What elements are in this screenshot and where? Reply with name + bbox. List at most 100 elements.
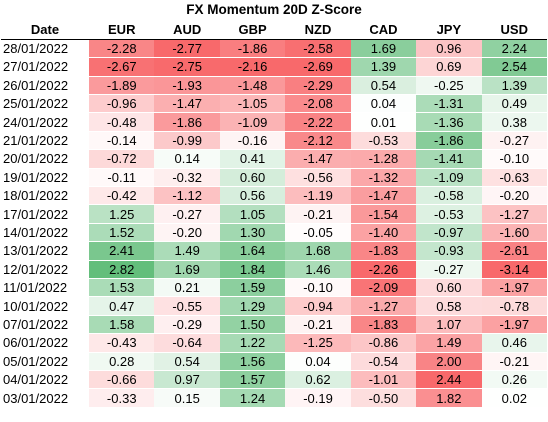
cell-eur: 1.52 <box>89 223 155 243</box>
cell-cad: -1.83 <box>350 315 417 335</box>
header-gbp: GBP <box>219 21 286 40</box>
row-date: 13/01/2022 <box>1 241 90 261</box>
cell-cad: -1.27 <box>350 296 417 316</box>
cell-cad: -0.50 <box>350 388 417 408</box>
row-date: 24/01/2022 <box>1 112 90 132</box>
row-date: 12/01/2022 <box>1 260 90 279</box>
table-row: 14/01/2022 1.52 -0.20 1.30 -0.05 -1.40 -0.97 -1… <box>1 223 547 243</box>
cell-usd: -2.61 <box>481 241 547 261</box>
row-date: 17/01/2022 <box>1 204 90 224</box>
cell-cad: -1.32 <box>350 168 417 188</box>
cell-jpy: -0.97 <box>416 223 482 243</box>
row-date: 05/01/2022 <box>1 352 90 371</box>
row-date: 21/01/2022 <box>1 131 90 151</box>
cell-jpy: 0.69 <box>416 57 482 77</box>
cell-gbp: -1.05 <box>219 94 286 114</box>
cell-usd: -1.60 <box>481 223 547 243</box>
table-row: 13/01/2022 2.41 1.49 1.64 1.68 -1.83 -0.93 -2.6… <box>1 241 547 261</box>
cell-aud: -0.55 <box>154 296 220 316</box>
cell-nzd: 1.46 <box>285 260 351 279</box>
cell-aud: -0.29 <box>154 315 220 335</box>
cell-jpy: 0.58 <box>416 296 482 316</box>
table-row: 05/01/2022 0.28 0.54 1.56 0.04 -0.54 2.00 -0.21 <box>1 352 547 371</box>
cell-nzd: 0.62 <box>285 370 351 390</box>
row-date: 14/01/2022 <box>1 223 90 243</box>
cell-gbp: -0.16 <box>219 131 286 151</box>
header-date: Date <box>1 21 90 40</box>
cell-gbp: 1.50 <box>219 315 286 335</box>
cell-gbp: 0.60 <box>219 168 286 188</box>
cell-gbp: 1.29 <box>219 296 286 316</box>
cell-usd: 2.24 <box>481 39 547 59</box>
table-row: 07/01/2022 1.58 -0.29 1.50 -0.21 -1.83 1.07 -1.… <box>1 315 547 335</box>
zscore-table: Date EUR AUD GBP NZD CAD JPY USD 28/01/2… <box>1 21 547 408</box>
cell-eur: 1.53 <box>89 278 155 298</box>
cell-cad: -1.47 <box>350 186 417 206</box>
cell-gbp: 1.30 <box>219 223 286 243</box>
cell-usd: -0.21 <box>481 352 547 371</box>
cell-cad: -1.83 <box>350 241 417 261</box>
table-title: FX Momentum 20D Z-Score <box>186 2 362 17</box>
cell-aud: 1.69 <box>154 260 220 279</box>
table-row: 10/01/2022 0.47 -0.55 1.29 -0.94 -1.27 0.58 -0.… <box>1 296 547 316</box>
row-date: 04/01/2022 <box>1 370 90 390</box>
cell-nzd: -2.22 <box>285 112 351 132</box>
table-row: 04/01/2022 -0.66 0.97 1.57 0.62 -1.01 2.44 0.26 <box>1 370 547 390</box>
cell-eur: 1.25 <box>89 204 155 224</box>
row-date: 18/01/2022 <box>1 186 90 206</box>
cell-eur: 0.47 <box>89 296 155 316</box>
cell-jpy: -1.41 <box>416 149 482 169</box>
header-eur: EUR <box>89 21 155 40</box>
cell-nzd: -2.08 <box>285 94 351 114</box>
cell-nzd: -2.69 <box>285 57 351 77</box>
cell-jpy: -0.58 <box>416 186 482 206</box>
cell-jpy: -0.27 <box>416 260 482 279</box>
cell-jpy: 2.00 <box>416 352 482 371</box>
cell-aud: 0.15 <box>154 388 220 408</box>
cell-usd: -3.14 <box>481 260 547 279</box>
cell-aud: -0.99 <box>154 131 220 151</box>
cell-gbp: -1.48 <box>219 76 286 96</box>
header-row: Date EUR AUD GBP NZD CAD JPY USD <box>1 21 547 40</box>
row-date: 25/01/2022 <box>1 94 90 114</box>
cell-cad: -1.40 <box>350 223 417 243</box>
cell-usd: -0.78 <box>481 296 547 316</box>
cell-aud: 0.21 <box>154 278 220 298</box>
cell-cad: -0.53 <box>350 131 417 151</box>
cell-eur: 1.58 <box>89 315 155 335</box>
row-date: 28/01/2022 <box>1 39 90 59</box>
table-row: 11/01/2022 1.53 0.21 1.59 -0.10 -2.09 0.60 -1.9… <box>1 278 547 298</box>
cell-nzd: 0.04 <box>285 352 351 371</box>
table-row: 19/01/2022 -0.11 -0.32 0.60 -0.56 -1.32 -1.09-… <box>1 168 547 188</box>
cell-cad: 0.01 <box>350 112 417 132</box>
cell-eur: -0.33 <box>89 388 155 408</box>
header-aud: AUD <box>154 21 220 40</box>
cell-cad: -2.26 <box>350 260 417 279</box>
cell-aud: 0.14 <box>154 149 220 169</box>
cell-gbp: 1.84 <box>219 260 286 279</box>
cell-nzd: -2.12 <box>285 131 351 151</box>
cell-cad: 1.39 <box>350 57 417 77</box>
cell-aud: -0.64 <box>154 333 220 353</box>
cell-eur: -0.43 <box>89 333 155 353</box>
cell-cad: -1.54 <box>350 204 417 224</box>
row-date: 19/01/2022 <box>1 168 90 188</box>
cell-jpy: -1.31 <box>416 94 482 114</box>
table-row: 06/01/2022 -0.43 -0.64 1.22 -1.25 -0.86 1.49 0.… <box>1 333 547 353</box>
cell-nzd: -1.25 <box>285 333 351 353</box>
cell-usd: -0.20 <box>481 186 547 206</box>
row-date: 20/01/2022 <box>1 149 90 169</box>
cell-aud: -0.27 <box>154 204 220 224</box>
cell-usd: 0.49 <box>481 94 547 114</box>
cell-eur: -2.28 <box>89 39 155 59</box>
table-row: 28/01/2022 -2.28 -2.77 -1.86 -2.58 1.69 0.96 2.… <box>1 39 547 59</box>
cell-eur: -0.66 <box>89 370 155 390</box>
cell-jpy: -1.36 <box>416 112 482 132</box>
cell-aud: -1.93 <box>154 76 220 96</box>
cell-gbp: 0.56 <box>219 186 286 206</box>
cell-jpy: -0.93 <box>416 241 482 261</box>
cell-nzd: -0.05 <box>285 223 351 243</box>
cell-cad: -2.09 <box>350 278 417 298</box>
cell-jpy: 1.82 <box>416 388 482 408</box>
cell-usd: -0.10 <box>481 149 547 169</box>
